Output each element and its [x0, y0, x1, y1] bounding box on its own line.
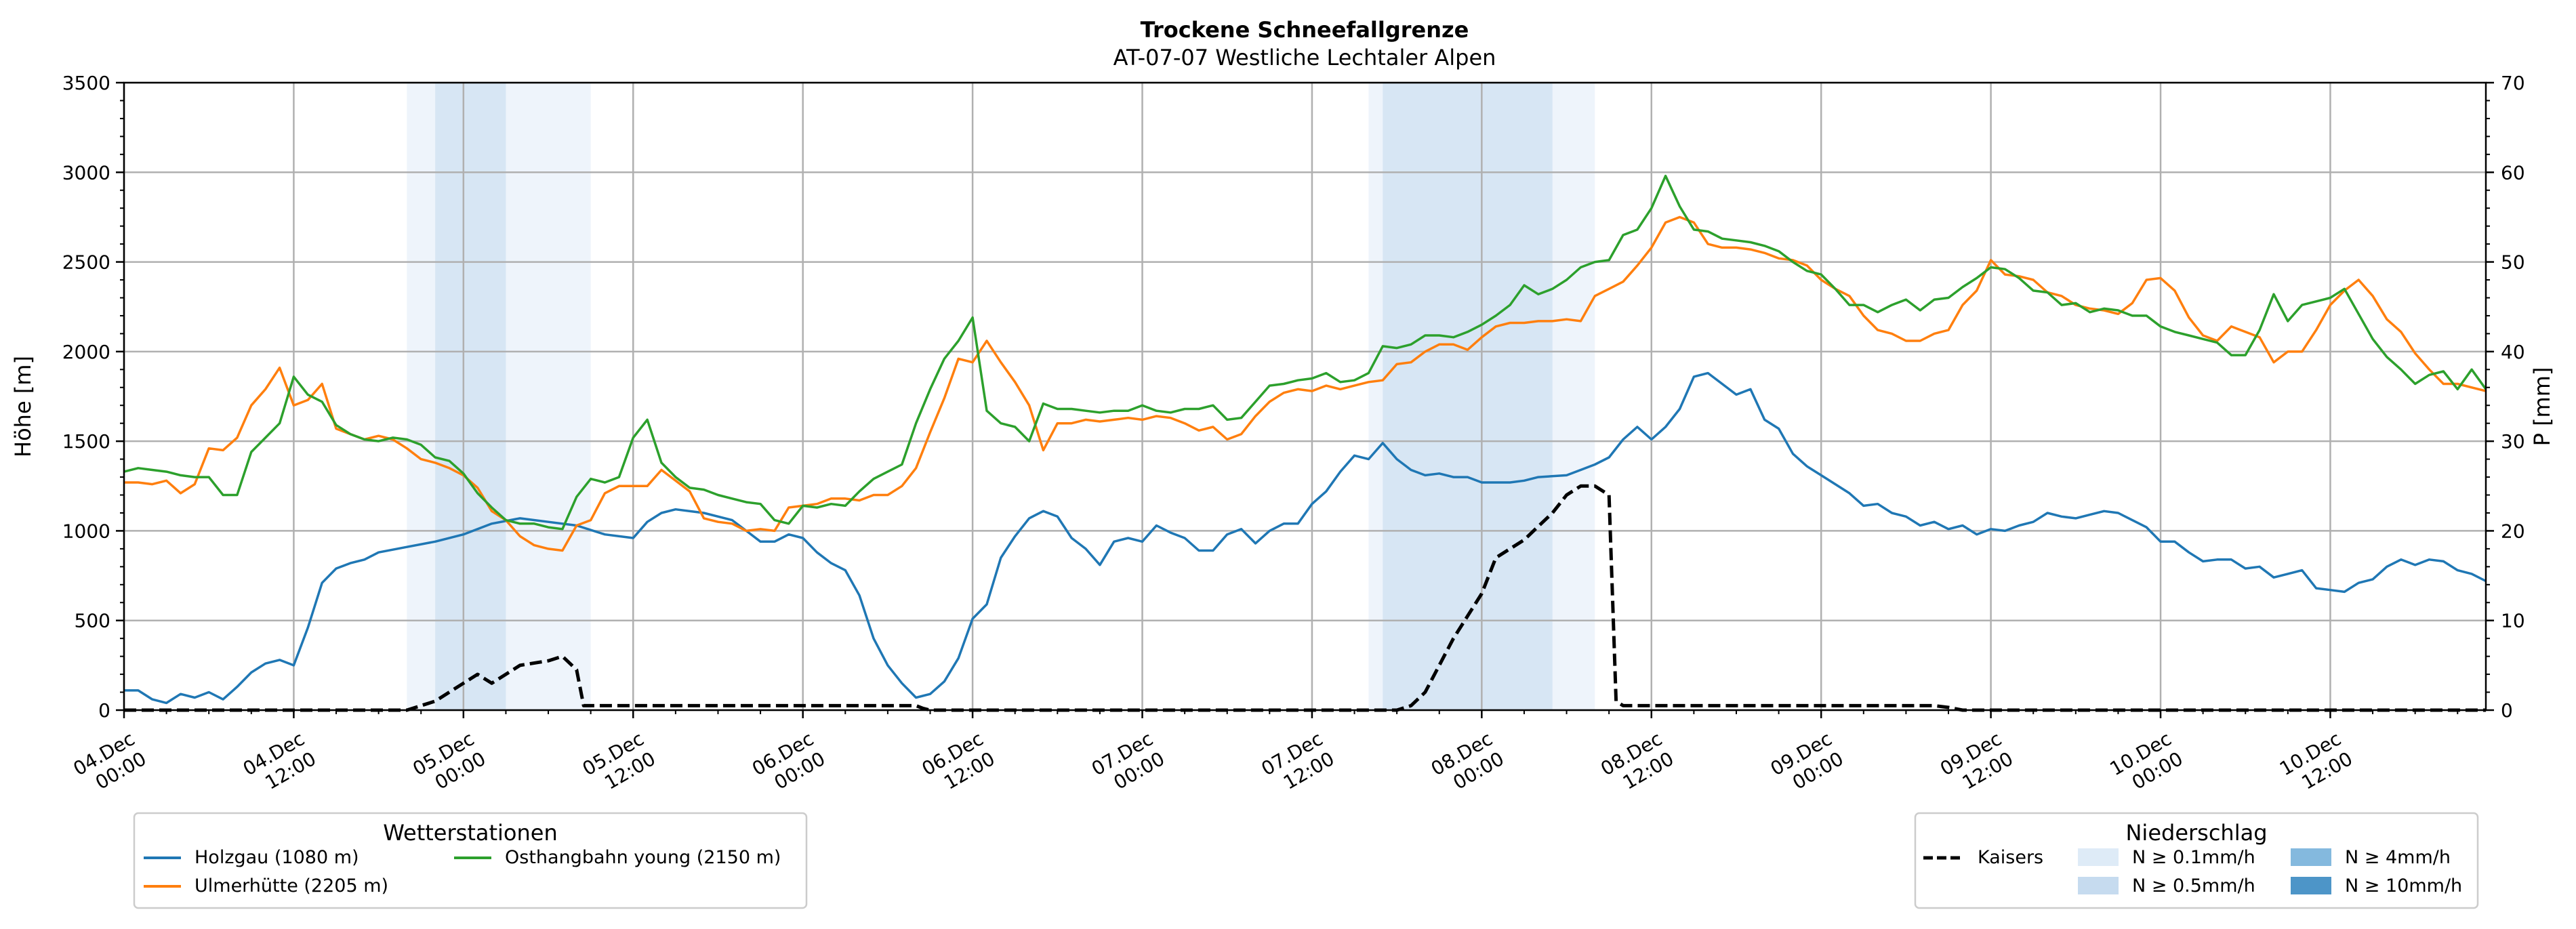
legend-entry-0: Holzgau (1080 m): [195, 847, 359, 868]
y2-tick-label-6: 60: [2501, 161, 2525, 184]
series-line-2: [123, 174, 2487, 531]
y-axis-label: Höhe [m]: [10, 356, 36, 457]
y2-tick-label-4: 40: [2501, 341, 2525, 363]
legend-precip-entry-2: N ≥ 0.5mm/h: [2132, 875, 2255, 896]
x-tick-label-6: 07.Dec00:00: [1088, 727, 1168, 800]
y2-tick-label-5: 50: [2501, 251, 2525, 274]
legend-precip-entry-4: N ≥ 10mm/h: [2345, 875, 2462, 896]
x-tick-label-11: 09.Dec12:00: [1936, 727, 2017, 800]
station-lines: [123, 174, 2487, 705]
x-tick-label-7: 07.Dec12:00: [1257, 727, 1338, 800]
x-tick-label-12: 10.Dec00:00: [2106, 727, 2187, 800]
legend-precip-entry-3: N ≥ 4mm/h: [2345, 847, 2451, 868]
legend-stations-box: [133, 812, 808, 909]
chart-title: Trockene Schneefallgrenze: [1141, 17, 1469, 43]
y2-tick-label-3: 30: [2501, 430, 2525, 453]
precip-band-1: [435, 83, 506, 710]
x-tick-label-10: 09.Dec00:00: [1767, 727, 1847, 800]
y2-tick-label-7: 70: [2501, 72, 2525, 94]
precip-band-3: [1383, 83, 1553, 710]
legend-entry-2: Osthangbahn young (2150 m): [505, 847, 781, 868]
legend-precip-swatch-1: [2078, 848, 2119, 866]
legend-precip-title: Niederschlag: [2125, 820, 2267, 846]
y-tick-label-5: 2500: [62, 251, 110, 274]
legend-precip-entry-1: N ≥ 0.1mm/h: [2132, 847, 2255, 868]
x-tick-label-2: 05.Dec00:00: [409, 727, 489, 800]
legend-precip-entry-0: Kaisers: [1978, 847, 2043, 868]
legend-entry-1: Ulmerhütte (2205 m): [195, 875, 388, 896]
y2-tick-label-1: 10: [2501, 610, 2525, 632]
x-tick-label-13: 10.Dec12:00: [2276, 727, 2356, 800]
y-tick-label-0: 0: [98, 699, 110, 722]
x-tick-label-8: 08.Dec00:00: [1427, 727, 1508, 800]
y-tick-label-7: 3500: [62, 72, 110, 94]
x-tick-label-9: 08.Dec12:00: [1597, 727, 1677, 800]
legend-stations: Wetterstationen Holzgau (1080 m) Ulmerhütt…: [133, 812, 808, 909]
legend-precip-box: [1914, 812, 2479, 909]
y-tick-label-3: 1500: [62, 430, 110, 453]
plot-frame: [123, 81, 2487, 711]
x-tick-label-0: 04.Dec00:00: [70, 727, 150, 800]
y2-tick-label-0: 0: [2501, 699, 2513, 722]
legend-precip-swatch-2: [2078, 877, 2119, 894]
x-tick-label-3: 05.Dec12:00: [579, 727, 659, 800]
x-tick-label-1: 04.Dec12:00: [239, 727, 320, 800]
y-tick-label-2: 1000: [62, 520, 110, 542]
legend-stations-title: Wetterstationen: [383, 820, 557, 846]
x-tick-label-5: 06.Dec12:00: [918, 727, 999, 800]
y-tick-label-1: 500: [75, 610, 110, 632]
legend-precip-swatch-4: [2291, 877, 2331, 894]
legend-precip: Niederschlag Kaisers N ≥ 0.1mm/h N ≥ 0.5mm/…: [1914, 812, 2479, 909]
x-tick-label-4: 06.Dec00:00: [748, 727, 829, 800]
y2-axis-label: P [mm]: [2529, 367, 2555, 447]
legend-precip-swatch-3: [2291, 848, 2331, 866]
precip-bands: [407, 83, 1595, 710]
series-line-1: [124, 215, 2487, 552]
chart-subtitle: AT-07-07 Westliche Lechtaler Alpen: [1113, 45, 1496, 70]
series-line-0: [124, 371, 2487, 705]
y2-tick-label-2: 20: [2501, 520, 2525, 542]
y-tick-label-4: 2000: [62, 341, 110, 363]
y-tick-label-6: 3000: [62, 161, 110, 184]
